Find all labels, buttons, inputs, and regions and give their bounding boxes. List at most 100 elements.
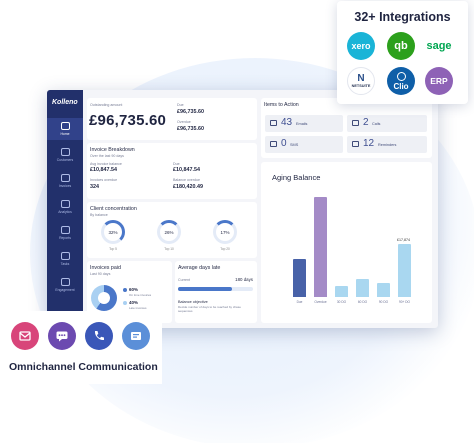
clio-logo-text: Clio — [393, 81, 409, 91]
tasks-icon — [60, 252, 70, 260]
outstanding-amount: £96,735.60 — [89, 112, 167, 129]
ring-value: 26% — [164, 230, 174, 235]
bar-60-do — [356, 278, 369, 297]
avg-balance-value: £10,847.54 — [90, 167, 117, 173]
concentration-ring — [213, 220, 237, 244]
ring-label: Top 10 — [164, 247, 174, 251]
bell-icon — [352, 141, 359, 147]
overdue-label: Overdue — [177, 120, 191, 124]
nav-item-home[interactable]: Home — [47, 118, 83, 140]
invoices-icon — [60, 174, 70, 182]
aging-balance-card: Aging Balance Due Overdue 30 DO 60 DO 90 DO 9… — [261, 162, 432, 323]
brand-logo: Kolleno — [52, 99, 78, 106]
nav-item-engagement[interactable]: Engagement — [47, 278, 83, 292]
quickbooks-logo-icon: qb — [387, 32, 415, 60]
bar-due — [293, 259, 306, 297]
netsuite-logo-icon: N NETSUITE — [347, 67, 375, 95]
nav-item-customers[interactable]: Customers — [47, 148, 83, 162]
concentration-ring — [101, 220, 125, 244]
calls-label: Calls — [372, 122, 381, 126]
integrations-card: 32+ Integrations xero qb sage N NETSUITE… — [337, 1, 468, 104]
netsuite-logo-text: NETSUITE — [351, 84, 371, 88]
nav-item-analytics[interactable]: Analytics — [47, 200, 83, 214]
legend-dot-on-time — [123, 288, 127, 292]
omnichannel-card: Omnichannel Communication — [1, 311, 162, 384]
sidebar: Kolleno Home Customers Invoices Analytic… — [47, 90, 83, 328]
home-icon — [60, 122, 70, 130]
integrations-title: 32+ Integrations — [354, 10, 451, 24]
late-label: Late invoices — [129, 306, 147, 310]
sms-label: SMS — [290, 143, 299, 147]
invoice-breakdown-card: Invoice Breakdown Over the last 90 days … — [87, 143, 257, 199]
bar-overdue — [314, 196, 327, 297]
phone-icon — [85, 322, 113, 350]
nav-item-invoices[interactable]: Invoices — [47, 174, 83, 188]
overdue-value: £96,735.60 — [177, 126, 204, 132]
client-concentration-title: Client concentration — [90, 206, 137, 212]
avg-days-late-card: Average days late Current 180 days Balan… — [175, 261, 257, 323]
sms-icon — [270, 141, 277, 147]
sms-count: 0 — [281, 138, 287, 149]
customers-icon — [60, 148, 70, 156]
outstanding-label: Outstanding amount — [90, 103, 123, 107]
current-label: Current — [178, 278, 190, 282]
invoices-paid-subtitle: Last 90 days — [90, 272, 111, 276]
days-late-progress-fill — [178, 287, 232, 291]
invoice-breakdown-subtitle: Over the last 90 days — [90, 154, 124, 158]
omnichannel-title: Omnichannel Communication — [9, 361, 158, 373]
breakdown-due-label: Due — [173, 162, 180, 166]
action-sms[interactable]: 0 SMS — [265, 136, 343, 153]
emails-count: 43 — [281, 117, 293, 128]
email-icon — [11, 322, 39, 350]
reminders-count: 12 — [363, 138, 375, 149]
paid-donut-chart — [91, 285, 117, 311]
sage-logo-text: sage — [426, 40, 452, 52]
nav-item-tasks[interactable]: Tasks — [47, 252, 83, 266]
client-concentration-subtitle: By balance — [90, 213, 108, 217]
x-tick-label: Overdue — [314, 300, 327, 304]
invoices-overdue-label: Invoices overdue — [90, 178, 118, 182]
current-value: 180 days — [235, 277, 253, 282]
reminders-label: Reminders — [378, 143, 397, 147]
legend-dot-late — [123, 301, 127, 305]
bar-annotation: £17,874 — [397, 237, 410, 242]
outstanding-card: Outstanding amount £96,735.60 Due £96,73… — [87, 98, 257, 140]
balance-overdue-label: Balance overdue — [173, 178, 200, 182]
analytics-icon — [60, 200, 70, 208]
action-calls[interactable]: 2 Calls — [347, 115, 427, 132]
emails-label: Emails — [296, 122, 308, 126]
engagement-icon — [60, 278, 70, 286]
x-tick-label: 90+ DO — [398, 300, 411, 304]
bar-30-do — [335, 286, 348, 297]
calls-count: 2 — [363, 117, 369, 128]
days-late-progress-track — [178, 287, 253, 291]
invoices-paid-title: Invoices paid — [90, 265, 121, 271]
items-to-action-title: Items to Action — [264, 102, 299, 108]
quickbooks-logo-text: qb — [394, 40, 408, 52]
bar-90-do — [377, 282, 390, 297]
invoice-breakdown-title: Invoice Breakdown — [90, 147, 135, 153]
on-time-value: 60% — [129, 287, 139, 292]
clio-check-mark — [396, 71, 406, 81]
dashboard-window: Kolleno Home Customers Invoices Analytic… — [47, 90, 438, 328]
invoices-overdue-value: 324 — [90, 184, 99, 190]
ring-value: 32% — [108, 230, 118, 235]
x-tick-label: 90 DO — [378, 300, 389, 304]
balance-overdue-value: £180,420.49 — [173, 184, 203, 190]
items-to-action-card: Items to Action 43 Emails 2 Calls 0 SMS … — [261, 98, 432, 158]
aging-balance-chart: Due Overdue 30 DO 60 DO 90 DO 90+ DO £17,874 — [261, 162, 432, 323]
objective-title: Balance objective — [178, 300, 208, 304]
breakdown-due-value: £10,847.54 — [173, 167, 200, 173]
action-emails[interactable]: 43 Emails — [265, 115, 343, 132]
x-tick-label: 60 DO — [357, 300, 368, 304]
x-tick-label: 30 DO — [336, 300, 347, 304]
erp-logo-icon: ERP — [425, 67, 453, 95]
erp-logo-text: ERP — [430, 76, 448, 86]
nav-item-reports[interactable]: Reports — [47, 226, 83, 240]
late-value: 40% — [129, 300, 139, 305]
action-reminders[interactable]: 12 Reminders — [347, 136, 427, 153]
x-tick-label: Due — [296, 300, 303, 304]
xero-logo-text: xero — [351, 41, 371, 51]
clio-logo-icon: Clio — [387, 67, 415, 95]
